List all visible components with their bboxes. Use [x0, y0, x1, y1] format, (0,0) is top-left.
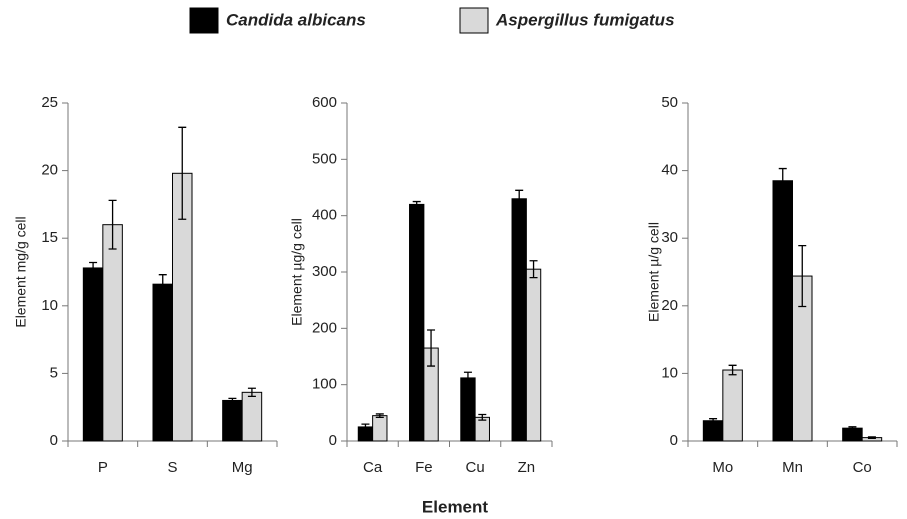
x-tick-label: Co — [853, 459, 872, 476]
error-bar — [709, 418, 718, 424]
bar — [511, 198, 527, 442]
x-tick-label: P — [98, 459, 108, 476]
y-tick-label: 600 — [312, 94, 337, 111]
y-axis-label: Element µ/g cell — [646, 222, 662, 322]
y-tick-label: 20 — [41, 162, 58, 179]
legend-label: Aspergillus fumigatus — [495, 10, 675, 29]
y-tick-label: 0 — [50, 432, 58, 449]
error-bar — [89, 261, 98, 275]
bar — [474, 416, 490, 442]
y-tick-label: 0 — [329, 432, 337, 449]
error-bar — [361, 423, 370, 431]
bar — [372, 415, 388, 442]
error-bar — [778, 167, 787, 194]
bar — [702, 420, 724, 442]
y-tick-label: 10 — [41, 297, 58, 314]
error-bar — [867, 436, 876, 439]
y-tick-label: 200 — [312, 319, 337, 336]
error-bar — [247, 387, 256, 398]
bar — [409, 203, 425, 442]
y-tick-label: 500 — [312, 150, 337, 167]
error-bar — [178, 126, 187, 220]
error-bar — [108, 199, 117, 250]
x-tick-label: Zn — [518, 459, 536, 476]
x-tick-label: Ca — [363, 459, 383, 476]
error-bar — [228, 397, 237, 404]
y-tick-label: 50 — [661, 94, 678, 111]
x-axis-label: Element — [422, 497, 488, 516]
y-tick-label: 100 — [312, 376, 337, 393]
error-bar — [158, 274, 167, 295]
x-tick-label: Mo — [712, 459, 733, 476]
x-tick-label: Cu — [466, 459, 485, 476]
bar — [460, 377, 476, 442]
error-bar — [375, 413, 384, 418]
x-tick-label: Fe — [415, 459, 433, 476]
error-bar — [848, 426, 857, 431]
y-tick-label: 5 — [50, 364, 58, 381]
error-bar — [515, 189, 524, 208]
error-bar — [529, 260, 538, 279]
error-bar — [478, 413, 487, 421]
bar — [722, 369, 743, 442]
y-tick-label: 25 — [41, 94, 58, 111]
error-bar — [412, 200, 421, 208]
legend-swatch — [189, 7, 219, 34]
bar — [772, 180, 794, 442]
y-tick-label: 300 — [312, 263, 337, 280]
bar — [525, 268, 542, 442]
y-axis-label: Element mg/g cell — [13, 216, 29, 327]
y-axis-label: Element µg/g cell — [289, 218, 305, 326]
bar — [102, 224, 123, 442]
error-bar — [728, 364, 737, 376]
y-tick-label: 15 — [41, 229, 58, 246]
legend-swatch — [459, 7, 489, 34]
bar — [241, 391, 263, 442]
y-tick-label: 40 — [661, 162, 678, 179]
x-tick-label: Mn — [782, 459, 803, 476]
bar — [152, 283, 173, 442]
x-tick-label: Mg — [232, 459, 253, 476]
y-tick-label: 20 — [661, 297, 678, 314]
error-bar — [798, 244, 807, 308]
bar — [82, 267, 104, 442]
y-tick-label: 400 — [312, 207, 337, 224]
error-bar — [463, 371, 472, 385]
bar — [222, 399, 243, 442]
y-tick-label: 10 — [661, 364, 678, 381]
y-tick-label: 0 — [670, 432, 678, 449]
x-tick-label: S — [167, 459, 177, 476]
y-tick-label: 30 — [661, 229, 678, 246]
error-bar — [427, 329, 436, 367]
legend-label: Candida albicans — [226, 10, 366, 29]
